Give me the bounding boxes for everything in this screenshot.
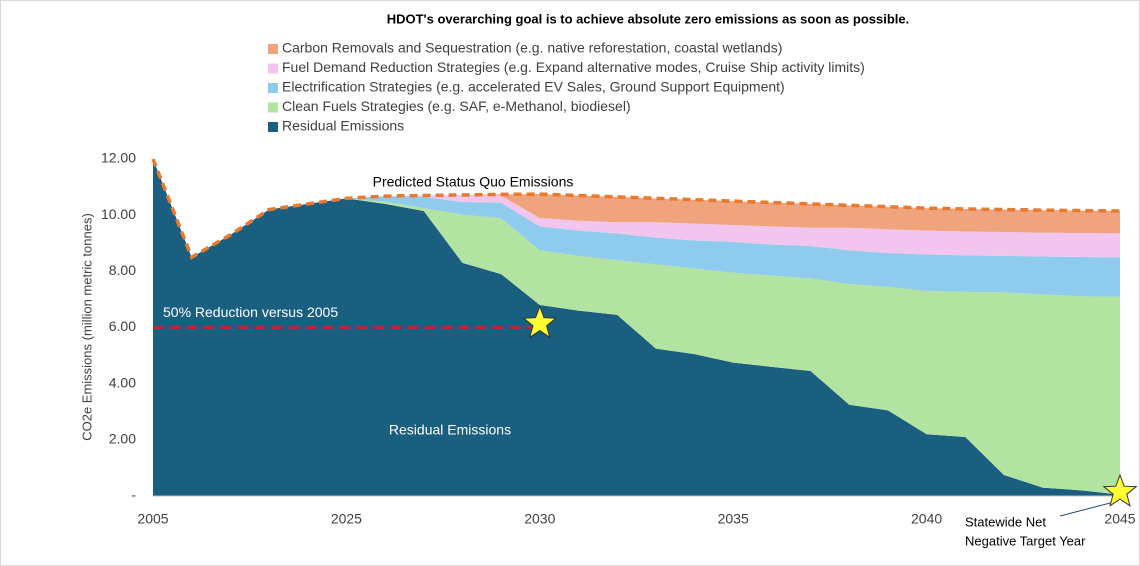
legend-swatch: [268, 122, 278, 132]
legend-label: Carbon Removals and Sequestration (e.g. …: [282, 40, 782, 56]
marker-label: Statewide Net: [965, 514, 1046, 529]
star-marker: [1102, 473, 1138, 507]
y-tick-label: 12.00: [101, 150, 136, 166]
status-quo-line: [151, 158, 1121, 260]
x-tick-label: 2035: [718, 511, 749, 527]
area: [153, 159, 1120, 258]
star-marker: [522, 305, 558, 339]
area: [153, 159, 1120, 496]
legend-label: Clean Fuels Strategies (e.g. SAF, e-Meth…: [282, 98, 631, 114]
legend-label: Electrification Strategies (e.g. acceler…: [282, 79, 785, 95]
y-tick-label: 2.00: [109, 431, 136, 447]
reduction-label: 50% Reduction versus 2005: [163, 304, 338, 320]
chart-title: HDOT's overarching goal is to achieve ab…: [387, 11, 910, 26]
y-tick-label: 4.00: [109, 374, 136, 390]
x-tick-label: 2030: [524, 511, 555, 527]
area: [153, 159, 1120, 495]
y-tick-label: -: [131, 487, 136, 503]
legend-label: Fuel Demand Reduction Strategies (e.g. E…: [282, 59, 865, 75]
area: [153, 159, 1120, 258]
legend-swatch: [268, 83, 278, 93]
y-axis-label: CO2e Emissions (million metric tonnes): [79, 213, 94, 441]
legend: Carbon Removals and Sequestration (e.g. …: [268, 40, 865, 134]
x-tick-label: 2040: [911, 511, 942, 527]
marker-label: Negative Target Year: [965, 533, 1086, 548]
legend-label: Residual Emissions: [282, 118, 404, 134]
legend-swatch: [268, 63, 278, 74]
area: [153, 159, 1120, 297]
x-tick-label: 2005: [137, 511, 168, 527]
x-tick-label: 2045: [1104, 511, 1135, 527]
y-tick-label: 8.00: [109, 262, 136, 278]
legend-swatch: [268, 102, 278, 113]
y-tick-label: 6.00: [109, 318, 136, 334]
y-tick-label: 10.00: [101, 206, 136, 222]
x-tick-label: 2025: [331, 511, 362, 527]
area-label: Residual Emissions: [389, 422, 511, 438]
leader-line: [1059, 501, 1115, 517]
status-quo-label: Predicted Status Quo Emissions: [373, 174, 574, 190]
legend-swatch: [268, 44, 278, 54]
